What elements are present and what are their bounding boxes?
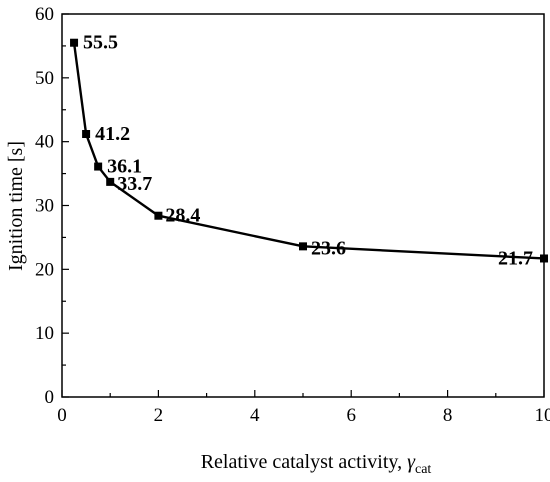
y-tick-label: 60 <box>35 4 54 25</box>
y-tick-label: 10 <box>35 323 54 344</box>
series-line <box>72 42 545 260</box>
data-point-marker <box>82 130 91 139</box>
y-tick-label: 40 <box>35 132 54 153</box>
data-label: 33.7 <box>117 173 152 195</box>
x-axis-title-symbol: γ <box>407 451 416 473</box>
y-tick-label: 30 <box>35 196 54 217</box>
data-label: 21.7 <box>498 247 533 269</box>
x-tick-label: 2 <box>154 405 164 426</box>
x-tick-label: 4 <box>250 405 260 426</box>
x-axis-title: Relative catalyst activity, γcat <box>201 451 432 477</box>
x-axis-title-subscript: cat <box>415 462 431 477</box>
data-label: 28.4 <box>165 205 200 227</box>
y-tick-label: 20 <box>35 259 54 280</box>
data-point-marker <box>154 211 163 220</box>
data-label: 23.6 <box>311 237 346 259</box>
y-tick-label: 0 <box>45 387 55 408</box>
data-point-marker <box>94 162 103 171</box>
data-point-marker <box>106 177 115 186</box>
data-label: 41.2 <box>95 123 130 145</box>
plot-frame <box>61 13 545 398</box>
y-axis-title: Ignition time [s] <box>5 141 27 271</box>
x-tick-label: 6 <box>346 405 356 426</box>
x-tick-label: 0 <box>57 405 67 426</box>
data-label: 36.1 <box>107 156 142 178</box>
data-point-marker <box>70 38 79 47</box>
y-tick-label: 50 <box>35 68 54 89</box>
x-tick-label: 8 <box>443 405 453 426</box>
plot-area: 0 2 4 6 8 10 0 10 20 30 40 50 60 55.5 41.2 36.133.7 28.4… <box>35 4 550 426</box>
data-point-marker <box>299 242 307 251</box>
data-point-marker <box>540 254 548 263</box>
x-axis-title-text: Relative catalyst activity, <box>201 451 407 473</box>
data-label: 55.5 <box>83 32 118 54</box>
x-tick-label: 10 <box>535 405 550 426</box>
